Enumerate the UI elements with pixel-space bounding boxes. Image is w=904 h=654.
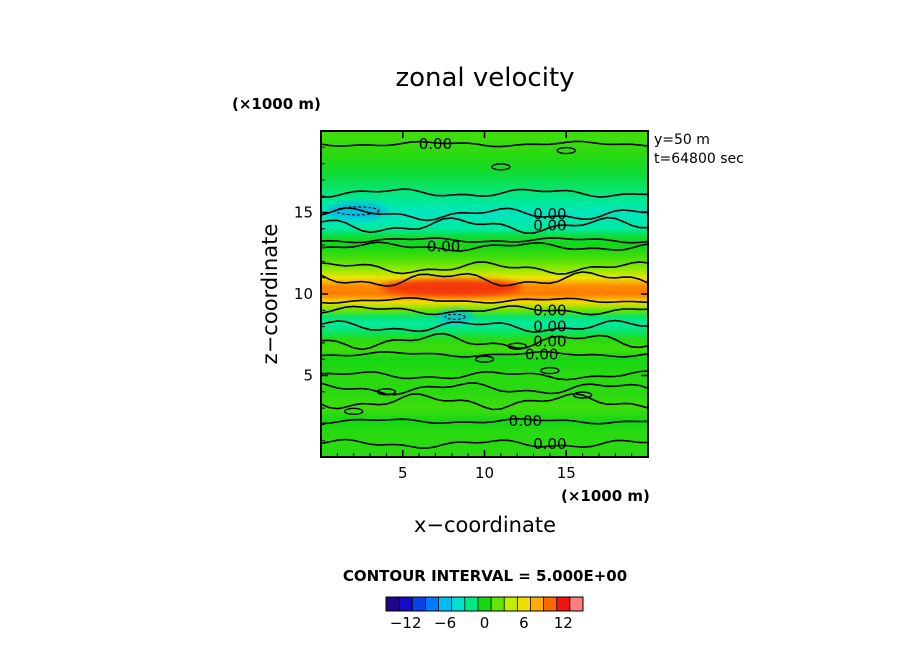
- contour-labels: 0.000.000.000.000.000.000.000.000.000.00: [419, 135, 567, 453]
- contour-line: [321, 140, 648, 148]
- maximum-region: [381, 278, 522, 297]
- contour-line: [321, 261, 648, 275]
- closed-contour: [344, 407, 364, 416]
- contour-line: [321, 319, 648, 333]
- contour-line: [321, 417, 648, 425]
- colorbar-cell: [569, 597, 584, 611]
- x-scale-label: (×1000 m): [561, 487, 650, 505]
- x-tick-label: 15: [557, 464, 576, 482]
- contour-label: 0.00: [533, 205, 566, 223]
- velocity-field: [321, 131, 648, 457]
- contour-line: [321, 207, 648, 222]
- contour-line: [321, 370, 648, 381]
- y-scale-label: (×1000 m): [232, 95, 321, 113]
- y-tick-label: 5: [303, 367, 313, 385]
- closed-contour: [507, 342, 527, 350]
- closed-contour: [540, 366, 560, 375]
- negative-contour: [444, 313, 466, 320]
- colorbar-cell: [491, 597, 505, 611]
- contour-label: 0.00: [427, 238, 460, 256]
- closed-contour: [556, 146, 576, 155]
- contour-line: [321, 216, 648, 234]
- contour-label: 0.00: [533, 332, 566, 350]
- info-line-position: y=50 m: [654, 132, 710, 148]
- colorbar-cell: [477, 597, 492, 611]
- colorbar-cell: [399, 597, 413, 611]
- contour-line: [321, 332, 648, 351]
- contour-line: [321, 392, 648, 411]
- contour-line: [321, 241, 648, 252]
- contour-line: [321, 350, 648, 358]
- contour-line: [321, 382, 648, 396]
- contour-lines: [321, 140, 648, 449]
- y-tick-label: 15: [294, 204, 313, 222]
- contour-label: 0.00: [533, 318, 566, 336]
- contour-interval-text: CONTOUR INTERVAL = 5.000E+00: [343, 567, 627, 585]
- colorbar-tick-label: 6: [519, 614, 529, 632]
- colorbar-cell: [425, 597, 440, 611]
- axis-ticks: 5 10 15 5 10 15: [294, 131, 648, 482]
- closed-contour: [572, 391, 593, 399]
- closed-contour: [474, 355, 495, 363]
- minimum-region-shade: [326, 201, 387, 220]
- y-tick-label: 10: [294, 285, 313, 303]
- contour-line: [321, 305, 648, 316]
- colorbar-tick-label: −12: [390, 614, 422, 632]
- contour-line: [321, 438, 648, 449]
- contour-label: 0.00: [419, 135, 452, 153]
- colorbar-cell: [504, 597, 518, 611]
- colorbar-tick-label: 0: [480, 614, 490, 632]
- x-tick-label: 5: [398, 464, 408, 482]
- colorbar-tick-label: 12: [554, 614, 573, 632]
- chart-title: zonal velocity: [395, 63, 574, 93]
- x-tick-label: 10: [475, 464, 494, 482]
- colorbar-cell: [386, 597, 400, 611]
- colorbar-frame: [385, 596, 584, 612]
- colorbar-cell: [543, 597, 558, 611]
- plot-area: 0.000.000.000.000.000.000.000.000.000.00…: [294, 130, 649, 482]
- colorbar-cell: [464, 597, 479, 611]
- contour-label: 0.00: [533, 435, 566, 453]
- info-line-time: t=64800 sec: [654, 151, 744, 167]
- contour-line: [321, 188, 648, 198]
- colorbar-cell: [438, 597, 453, 611]
- colorbar-tick-label: −6: [434, 614, 456, 632]
- contour-label: 0.00: [509, 412, 542, 430]
- colorbar-cell: [412, 597, 426, 611]
- contour-label: 0.00: [533, 217, 566, 235]
- contour-line: [321, 296, 648, 305]
- closed-contour: [376, 388, 397, 396]
- contour-label: 0.00: [533, 301, 566, 319]
- colorbar: −12 −6 0 6 12: [385, 596, 584, 632]
- y-axis-label: z−coordinate: [258, 224, 282, 365]
- colorbar-cell: [530, 597, 545, 611]
- colorbar-cell: [556, 597, 571, 611]
- contour-line: [321, 271, 648, 287]
- x-axis-label: x−coordinate: [414, 513, 556, 537]
- colorbar-cell: [451, 597, 466, 611]
- contour-label: 0.00: [525, 345, 558, 363]
- closed-contour: [491, 163, 511, 171]
- contour-line: [321, 237, 648, 244]
- colorbar-cell: [517, 597, 531, 611]
